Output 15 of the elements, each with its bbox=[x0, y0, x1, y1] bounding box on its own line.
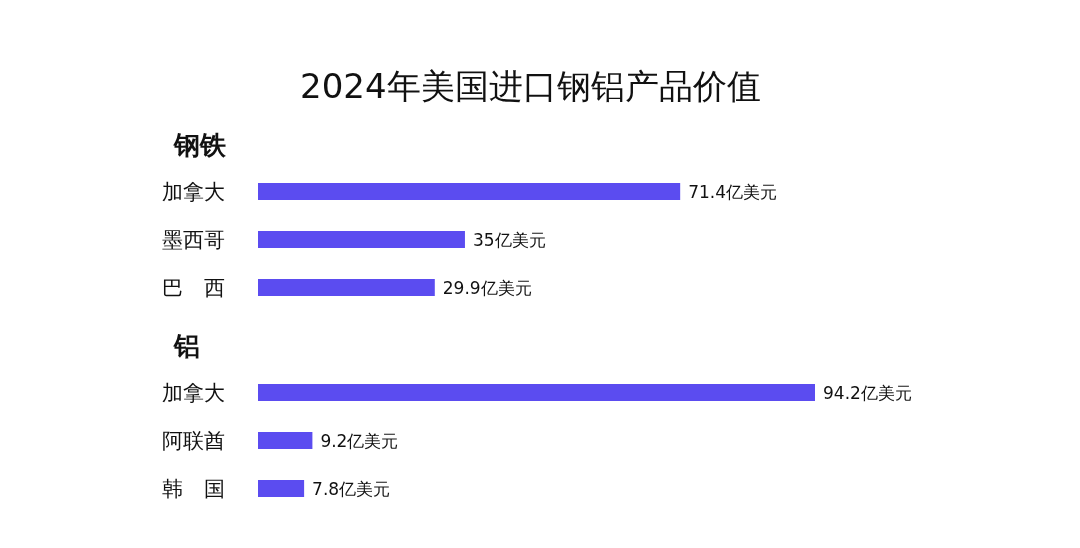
data-label: 35亿美元 bbox=[472, 229, 546, 250]
chart-title: 铝 bbox=[174, 330, 201, 363]
y-tick-label: 韩 国 bbox=[162, 477, 225, 501]
chart-title: 2024年美国进口钢铝产品价值 bbox=[300, 65, 762, 108]
y-tick-label: 加拿大 bbox=[162, 180, 225, 204]
y-tick-label: 阿联酋 bbox=[162, 429, 225, 453]
y-tick-label: 巴 西 bbox=[162, 276, 225, 300]
data-label: 29.9亿美元 bbox=[442, 277, 532, 298]
y-tick-label: 加拿大 bbox=[162, 381, 225, 405]
data-label: 94.2亿美元 bbox=[823, 382, 912, 403]
data-label: 9.2亿美元 bbox=[320, 430, 399, 451]
data-label: 7.8亿美元 bbox=[312, 478, 391, 499]
data-label: 71.4亿美元 bbox=[688, 181, 778, 202]
chart-subtitle: 钢铁 bbox=[174, 129, 227, 162]
y-tick-label: 墨西哥 bbox=[162, 228, 225, 252]
